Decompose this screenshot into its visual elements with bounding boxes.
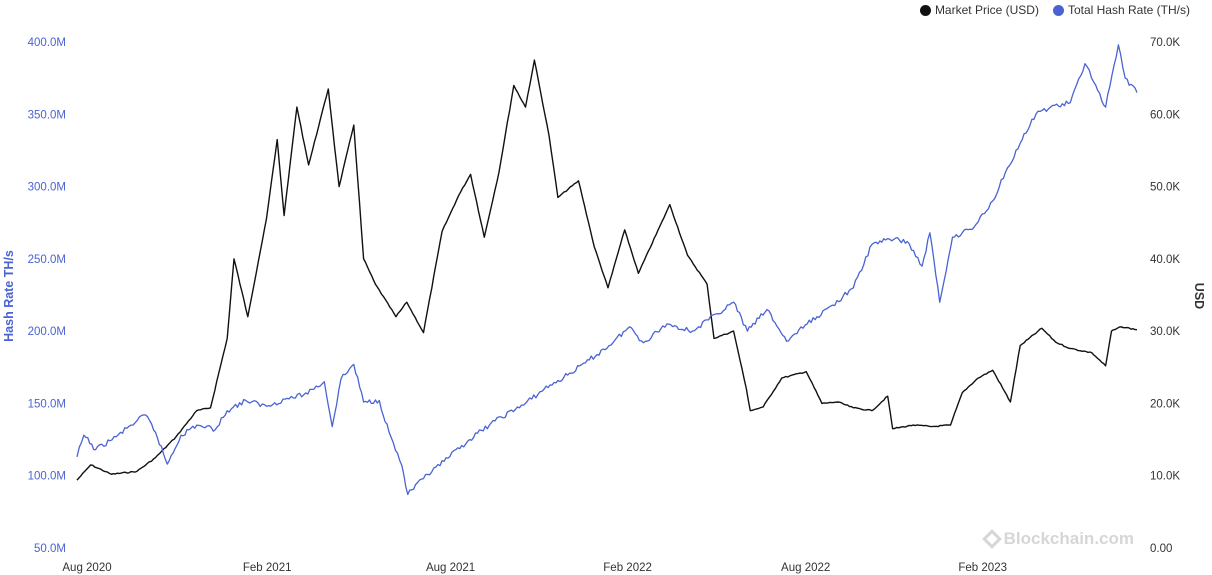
right-tick-label: 40.0K <box>1150 254 1180 266</box>
right-tick-label: 50.0K <box>1150 182 1180 194</box>
right-tick-label: 0.00 <box>1150 543 1172 555</box>
legend-item-hash[interactable]: Total Hash Rate (TH/s) <box>1052 3 1190 17</box>
watermark: Blockchain.com <box>981 529 1134 549</box>
legend-item-price[interactable]: Market Price (USD) <box>919 3 1039 17</box>
left-axis-title: Hash Rate TH/s <box>2 250 16 342</box>
x-axis-ticks: Aug 2020 Feb 2021 Aug 2021 Feb 2022 Aug 2022… <box>62 562 1007 574</box>
legend-dot-price-icon <box>919 4 931 16</box>
blockchain-logo-icon <box>981 529 1002 549</box>
left-tick-label: 150.0M <box>28 398 66 410</box>
right-tick-label: 30.0K <box>1150 326 1180 338</box>
left-tick-label: 100.0M <box>28 471 66 483</box>
right-axis-title: USD <box>1192 283 1206 309</box>
legend-label-hash: Total Hash Rate (TH/s) <box>1067 3 1190 17</box>
right-tick-label: 60.0K <box>1150 109 1180 121</box>
x-tick-label: Aug 2021 <box>426 562 475 574</box>
left-tick-label: 200.0M <box>28 326 66 338</box>
left-tick-label: 50.0M <box>34 543 66 555</box>
market-price-line <box>76 59 1138 481</box>
legend-dot-hash-icon <box>1052 4 1064 16</box>
right-tick-label: 20.0K <box>1150 398 1180 410</box>
legend: Market Price (USD) Total Hash Rate (TH/s… <box>919 3 1190 17</box>
left-tick-label: 250.0M <box>28 254 66 266</box>
x-tick-label: Feb 2021 <box>243 562 292 574</box>
x-tick-label: Aug 2022 <box>781 562 830 574</box>
right-tick-label: 10.0K <box>1150 471 1180 483</box>
left-tick-label: 350.0M <box>28 109 66 121</box>
x-tick-label: Feb 2023 <box>958 562 1007 574</box>
series-layer <box>76 44 1138 496</box>
x-tick-label: Aug 2020 <box>62 562 111 574</box>
hash-rate-line <box>76 44 1138 496</box>
left-tick-label: 400.0M <box>28 37 66 49</box>
right-tick-label: 70.0K <box>1150 37 1180 49</box>
left-tick-label: 300.0M <box>28 182 66 194</box>
left-axis-ticks: 50.0M 100.0M 150.0M 200.0M 250.0M 300.0M 350.0… <box>28 37 66 555</box>
right-axis-ticks: 0.00 10.0K 20.0K 30.0K 40.0K 50.0K 60.0K 70.0K <box>1150 37 1180 555</box>
watermark-text: Blockchain.com <box>1003 529 1134 548</box>
x-tick-label: Feb 2022 <box>603 562 652 574</box>
legend-label-price: Market Price (USD) <box>934 3 1039 17</box>
